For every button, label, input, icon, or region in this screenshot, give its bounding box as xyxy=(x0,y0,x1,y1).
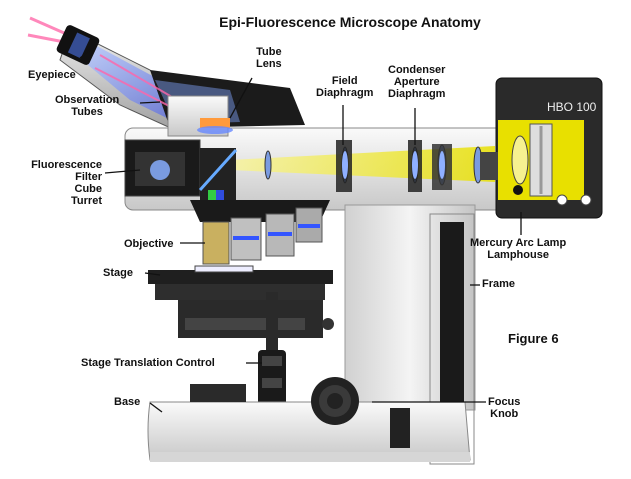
cube-icon xyxy=(150,160,170,180)
stage-translation-shaft xyxy=(258,292,286,406)
label-tube-lens: Tube Lens xyxy=(256,46,282,70)
label-condenser-aperture-diaphragm: Condenser Aperture Diaphragm xyxy=(388,64,446,100)
lamphouse-shape xyxy=(480,77,603,219)
lamphouse-badge: HBO 100 xyxy=(547,100,597,114)
leader-lines xyxy=(79,49,522,413)
diagram-title: Epi-Fluorescence Microscope Anatomy xyxy=(219,14,481,30)
base-shape xyxy=(147,384,471,462)
eyepiece-shape xyxy=(56,25,100,65)
label-mercury-lamphouse: Mercury Arc Lamp Lamphouse xyxy=(470,237,567,261)
nosepiece xyxy=(190,200,330,265)
label-field-diaphragm: Field Diaphragm xyxy=(316,75,374,99)
figure-label: Figure 6 xyxy=(508,331,559,346)
label-objective: Objective xyxy=(124,238,174,250)
stage-platform xyxy=(148,265,334,338)
label-filter-cube-turret: Fluorescence Filter Cube Turret xyxy=(31,159,102,207)
label-focus-knob: Focus Knob xyxy=(488,396,521,420)
label-stage: Stage xyxy=(103,267,133,279)
label-observation-tubes: Observation Tubes xyxy=(55,94,120,118)
filter-cube-turret xyxy=(124,139,238,206)
label-stage-translation-control: Stage Translation Control xyxy=(81,357,215,369)
label-frame: Frame xyxy=(482,278,516,290)
illumination-light-path xyxy=(230,140,495,192)
objective-lenses xyxy=(202,207,323,265)
label-base: Base xyxy=(114,396,141,408)
label-eyepiece: Eyepiece xyxy=(28,69,76,81)
knob-icon xyxy=(311,377,359,425)
